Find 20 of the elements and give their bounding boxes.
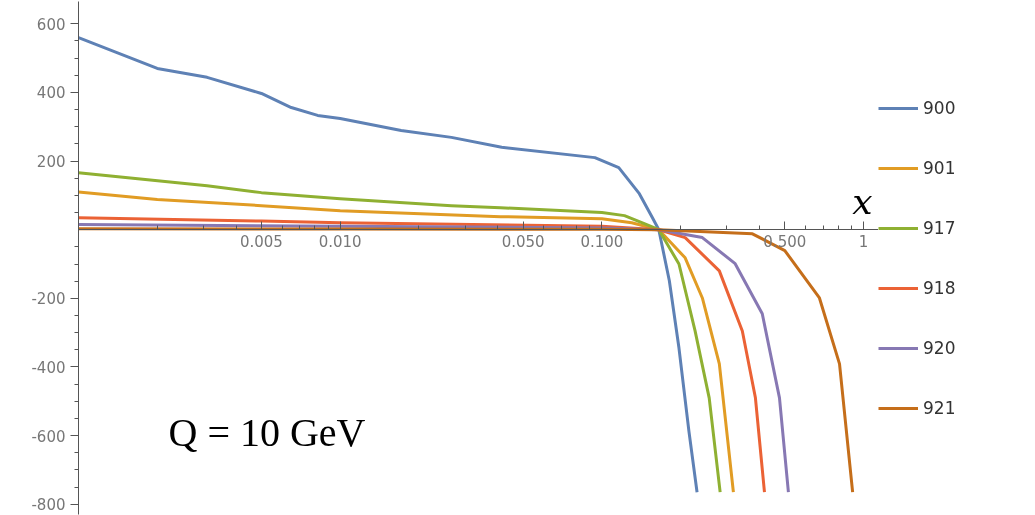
legend-label: 920 xyxy=(923,337,956,358)
x-tick-label: 0.010 xyxy=(318,232,362,251)
x-axis-title: x xyxy=(852,180,873,222)
y-tick-label: -600 xyxy=(31,427,66,446)
y-tick-label: 400 xyxy=(36,84,66,103)
x-tick-label: 1 xyxy=(858,232,869,251)
x-tick-label: 0.050 xyxy=(501,232,545,251)
y-tick-label: -400 xyxy=(31,358,66,377)
legend-label: 900 xyxy=(923,97,956,118)
y-tick-label: 200 xyxy=(36,153,66,172)
x-tick-label: 0.100 xyxy=(580,232,624,251)
legend-label: 918 xyxy=(923,277,956,298)
text: 0.005 xyxy=(239,232,283,251)
annotation: Q = 10 GeV xyxy=(168,409,366,455)
y-tick-label: -800 xyxy=(31,496,66,515)
legend-label: 901 xyxy=(923,157,956,178)
y-tick-label: -200 xyxy=(31,290,66,309)
y-tick-label: 600 xyxy=(36,15,66,34)
legend-label: 921 xyxy=(923,397,956,418)
legend-label: 917 xyxy=(923,217,956,238)
